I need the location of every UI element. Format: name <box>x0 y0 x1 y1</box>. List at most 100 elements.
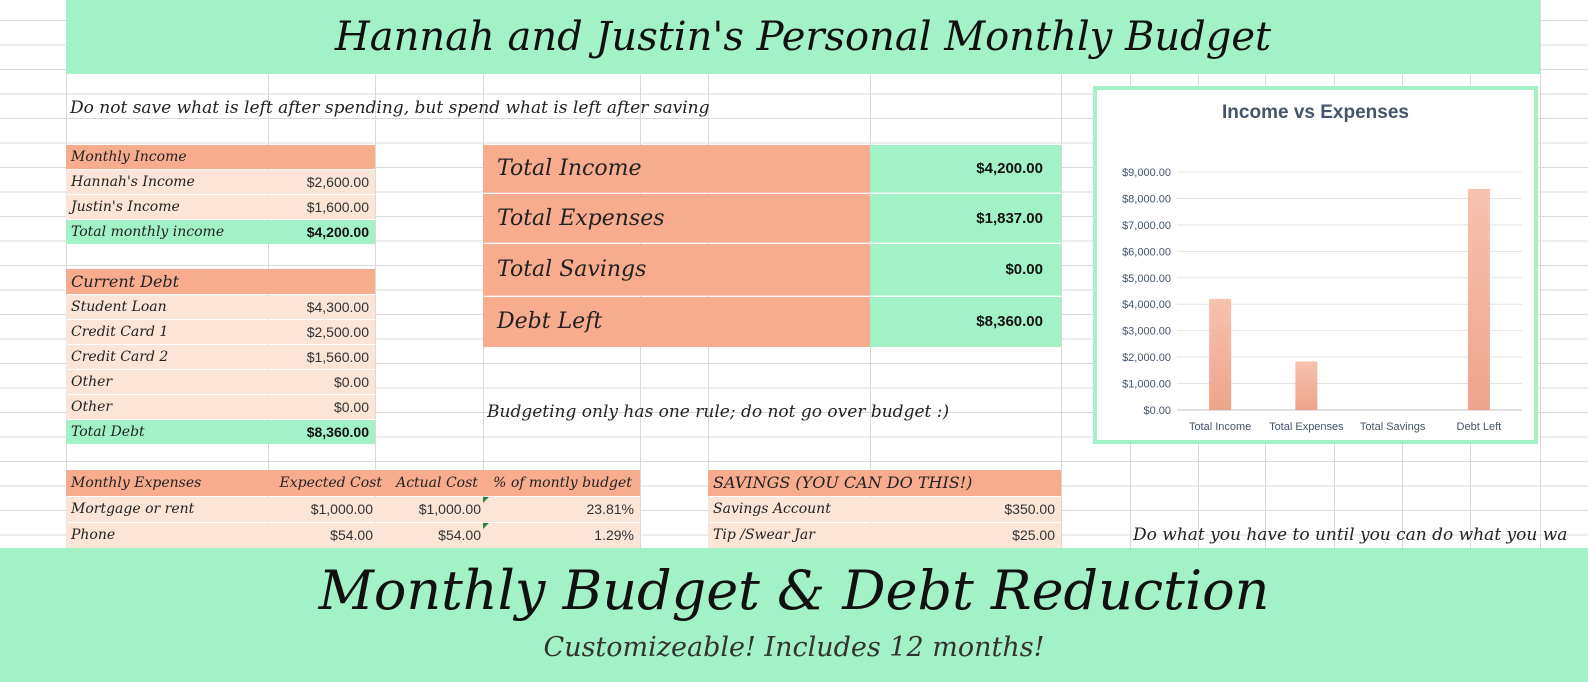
income-header: Monthly Income <box>71 149 187 165</box>
table-row[interactable]: Mortgage or rent $1,000.00 $1,000.00 23.… <box>66 497 640 522</box>
summary-value-cell[interactable]: $8,360.00 <box>870 297 1061 347</box>
savings-label: Savings Account <box>713 501 831 517</box>
expense-label: Phone <box>71 527 116 543</box>
expense-actual: $54.00 <box>438 527 481 543</box>
page-title: Hannah and Justin's Personal Monthly Bud… <box>334 14 1272 60</box>
summary-value-cell[interactable]: $1,837.00 <box>870 194 1061 243</box>
summary-label: Debt Left <box>497 309 603 334</box>
debt-label: Student Loan <box>71 299 167 315</box>
table-row[interactable]: Savings Account $350.00 <box>708 497 1061 522</box>
debt-total-row[interactable]: Total Debt $8,360.00 <box>66 420 375 444</box>
y-tick-label: $7,000.00 <box>1122 220 1171 232</box>
expense-actual: $1,000.00 <box>418 501 481 517</box>
chart-plot: $0.00 $1,000.00 $2,000.00 $3,000.00 $4,000.0… <box>1122 167 1522 433</box>
summary-label: Total Income <box>497 156 642 181</box>
expenses-header-row[interactable]: Monthly Expenses Expected Cost Actual Co… <box>66 470 640 496</box>
y-tick-label: $1,000.00 <box>1122 379 1171 391</box>
table-row[interactable]: Other $0.00 <box>66 370 375 394</box>
summary-value: $1,837.00 <box>976 210 1043 227</box>
income-value: $1,600.00 <box>306 199 369 215</box>
income-total-value: $4,200.00 <box>306 224 369 240</box>
income-vs-expenses-chart[interactable]: Income vs Expenses $0.00 $1,000.00 $2,000.… <box>1093 86 1538 444</box>
summary-label: Total Expenses <box>497 206 665 231</box>
actual-cost-header: Actual Cost <box>396 475 478 491</box>
quote-top[interactable]: Do not save what is left after spending,… <box>70 98 710 118</box>
expense-pct: 1.29% <box>594 527 634 543</box>
debt-header-row[interactable]: Current Debt <box>66 269 375 294</box>
expense-expected: $1,000.00 <box>310 501 373 517</box>
table-row[interactable]: Credit Card 1 $2,500.00 <box>66 320 375 344</box>
debt-total-label: Total Debt <box>71 424 145 440</box>
summary-value: $8,360.00 <box>976 313 1043 330</box>
debt-value: $0.00 <box>333 399 369 415</box>
summary-row[interactable]: Total Expenses <box>483 194 870 243</box>
debt-value: $2,500.00 <box>306 324 369 340</box>
table-row[interactable]: Hannah's Income $2,600.00 <box>66 170 375 194</box>
expected-cost-header: Expected Cost <box>279 475 382 491</box>
debt-value: $1,560.00 <box>306 349 369 365</box>
cell-note-marker-icon <box>483 523 489 529</box>
y-tick-label: $3,000.00 <box>1122 326 1171 338</box>
income-value: $2,600.00 <box>306 174 369 190</box>
table-row[interactable]: Credit Card 2 $1,560.00 <box>66 345 375 369</box>
banner-title: Monthly Budget & Debt Reduction <box>318 559 1270 622</box>
table-row[interactable]: Other $0.00 <box>66 395 375 419</box>
x-tick-label: Total Income <box>1189 421 1251 433</box>
debt-label: Other <box>71 399 113 415</box>
income-total-label: Total monthly income <box>71 224 225 240</box>
table-row[interactable]: Student Loan $4,300.00 <box>66 295 375 319</box>
expenses-header: Monthly Expenses <box>71 475 202 491</box>
column-line <box>1540 0 1541 548</box>
cell-note-marker-icon <box>483 497 489 503</box>
debt-value: $0.00 <box>333 374 369 390</box>
expense-pct: 23.81% <box>586 501 634 517</box>
table-row[interactable]: Phone $54.00 $54.00 1.29% <box>66 523 640 548</box>
banner-subtitle: Customizeable! Includes 12 months! <box>543 632 1045 663</box>
bar[interactable] <box>1209 298 1232 410</box>
income-total-row[interactable]: Total monthly income $4,200.00 <box>66 220 375 244</box>
savings-value: $25.00 <box>1012 527 1055 543</box>
summary-value-cell[interactable]: $0.00 <box>870 244 1061 296</box>
summary-value: $4,200.00 <box>976 160 1043 177</box>
y-tick-label: $8,000.00 <box>1122 193 1171 205</box>
title-banner: Hannah and Justin's Personal Monthly Bud… <box>66 0 1540 74</box>
summary-row[interactable]: Total Income <box>483 145 870 193</box>
quote-right[interactable]: Do what you have to until you can do wha… <box>1133 525 1568 545</box>
bar[interactable] <box>1295 361 1318 410</box>
y-tick-label: $4,000.00 <box>1122 299 1171 311</box>
y-tick-label: $5,000.00 <box>1122 273 1171 285</box>
chart-title: Income vs Expenses <box>1222 102 1409 123</box>
expense-expected: $54.00 <box>330 527 373 543</box>
savings-value: $350.00 <box>1004 501 1055 517</box>
debt-total-value: $8,360.00 <box>306 424 369 440</box>
summary-row[interactable]: Total Savings <box>483 244 870 296</box>
y-tick-label: $9,000.00 <box>1122 167 1171 179</box>
pct-budget-header: % of montly budget <box>493 475 632 491</box>
table-row[interactable]: Tip /Swear Jar $25.00 <box>708 523 1061 548</box>
debt-label: Other <box>71 374 113 390</box>
income-label: Justin's Income <box>71 199 180 215</box>
bar[interactable] <box>1467 188 1490 410</box>
x-tick-label: Total Savings <box>1360 421 1426 433</box>
debt-header: Current Debt <box>71 272 180 291</box>
column-line <box>375 0 376 548</box>
summary-value-cell[interactable]: $4,200.00 <box>870 145 1061 193</box>
promo-banner: Monthly Budget & Debt Reduction Customiz… <box>0 548 1588 682</box>
column-line <box>1061 0 1062 548</box>
debt-label: Credit Card 2 <box>71 349 169 365</box>
income-header-row[interactable]: Monthly Income <box>66 145 375 169</box>
quote-mid[interactable]: Budgeting only has one rule; do not go o… <box>487 402 950 422</box>
summary-value: $0.00 <box>1005 261 1043 278</box>
y-tick-label: $0.00 <box>1143 405 1171 417</box>
debt-value: $4,300.00 <box>306 299 369 315</box>
expense-label: Mortgage or rent <box>71 501 195 517</box>
x-tick-label: Total Expenses <box>1269 421 1344 433</box>
table-row[interactable]: Justin's Income $1,600.00 <box>66 195 375 219</box>
y-tick-label: $6,000.00 <box>1122 246 1171 258</box>
y-tick-label: $2,000.00 <box>1122 352 1171 364</box>
summary-row[interactable]: Debt Left <box>483 297 870 347</box>
savings-header: SAVINGS (YOU CAN DO THIS!) <box>713 473 973 492</box>
savings-header-row[interactable]: SAVINGS (YOU CAN DO THIS!) <box>708 470 1061 496</box>
debt-label: Credit Card 1 <box>71 324 169 340</box>
x-tick-label: Debt Left <box>1457 421 1502 433</box>
